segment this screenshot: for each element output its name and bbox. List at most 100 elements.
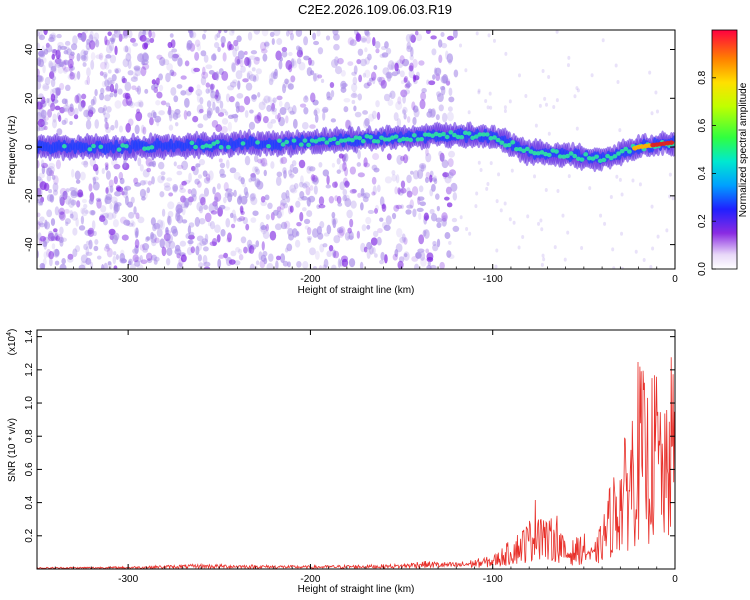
spectrum-speckle [200, 196, 206, 206]
spectrum-speckle [166, 177, 173, 182]
spectrum-speckle [37, 176, 42, 181]
spectrum-speckle [400, 180, 406, 189]
spectrum-speckle [251, 94, 257, 100]
spectrum-speckle [374, 40, 381, 49]
spectrum-speckle [196, 93, 201, 103]
spectrum-speckle [170, 71, 177, 77]
spectrum-speckle [180, 75, 187, 80]
spectrum-speckle [276, 95, 283, 101]
spectrum-speckle [322, 243, 328, 248]
spectrum-speckle [451, 217, 458, 223]
spectrum-speckle [196, 43, 202, 52]
spectrum-speckle [229, 81, 237, 88]
spectrum-speckle [358, 74, 363, 83]
spectrum-speckle [190, 188, 197, 198]
spectrum-speckle [151, 176, 155, 185]
spectrum-speckle [287, 261, 291, 268]
spectrum-speckle [215, 106, 220, 114]
spectrum-speckle [179, 240, 187, 247]
spectrum-speckle [37, 30, 41, 37]
spectrum-speckle [411, 101, 416, 111]
spectrum-speckle [612, 266, 616, 269]
spectrum-speckle [255, 260, 260, 266]
spectrum-speckle [92, 181, 100, 191]
spectrum-speckle [155, 100, 161, 106]
spectrum-speckle [288, 173, 295, 178]
spectrum-speckle [261, 241, 265, 251]
spectrum-speckle [287, 227, 294, 237]
spectrum-speckle [494, 264, 498, 269]
spectrum-speckle [242, 78, 249, 83]
spectrum-speckle [124, 185, 132, 191]
spectrum-speckle [180, 90, 187, 96]
spectrum-speckle [303, 95, 309, 103]
spectrum-speckle [357, 93, 363, 101]
spectrum-speckle [576, 88, 580, 93]
spectrum-speckle [208, 70, 215, 75]
spectrum-speckle [64, 117, 69, 124]
spectrum-speckle [406, 190, 413, 198]
ridge-core [572, 153, 578, 159]
ridge-core [433, 131, 439, 137]
spectrum-speckle [104, 79, 110, 88]
spectrum-speckle [403, 113, 407, 120]
spectrum-speckle [450, 182, 458, 192]
spectrum-speckle [408, 65, 414, 72]
spectrum-speckle [195, 163, 201, 168]
spectrum-speckle [104, 162, 109, 167]
spectrum-speckle [258, 251, 263, 261]
spectrum-speckle [379, 217, 384, 222]
spectrum-speckle [347, 235, 354, 240]
spectrum-speckle [336, 195, 342, 204]
ridge-core [98, 144, 104, 150]
spectrum-speckle [406, 41, 411, 50]
spectrum-speckle [344, 194, 350, 202]
spectrum-speckle [93, 32, 100, 41]
spectrum-speckle [99, 92, 105, 101]
spectrum-speckle [229, 30, 235, 36]
ridge-core [430, 133, 435, 138]
spectrum-speckle [85, 246, 90, 256]
spectrum-speckle [372, 230, 379, 238]
spectrum-speckle [39, 200, 43, 206]
spectrum-speckle [434, 67, 442, 77]
ridge-core [597, 158, 603, 164]
x-tick-label: -300 [118, 274, 138, 285]
spectrum-speckle [611, 247, 615, 252]
spectrum-speckle [387, 60, 395, 70]
ridge-core [404, 136, 410, 142]
spectrum-speckle [168, 109, 176, 119]
spectrum-speckle [402, 94, 406, 104]
spectrum-speckle [353, 65, 358, 75]
spectrum-speckle [342, 155, 347, 166]
spectrum-speckle [448, 87, 453, 96]
spectrum-speckle [312, 32, 317, 41]
spectrum-speckle [109, 92, 114, 98]
spectrum-speckle [351, 99, 356, 105]
spectrum-speckle [141, 60, 145, 66]
spectrum-speckle [556, 188, 560, 193]
spectrum-speckle [534, 123, 538, 128]
spectrum-speckle [83, 53, 89, 62]
spectrum-speckle [37, 118, 45, 128]
spectrum-speckle [418, 212, 422, 220]
spectrum-speckle [283, 169, 287, 179]
spectrum-speckle [484, 99, 488, 104]
spectrum-speckle [79, 171, 86, 181]
spectrum-speckle [254, 73, 259, 82]
spectrum-speckle [119, 253, 126, 262]
spectrum-speckle [48, 37, 55, 43]
spectrum-speckle [123, 219, 131, 226]
spectrum-speckle [105, 54, 112, 59]
spectrum-speckle [396, 227, 403, 238]
spectrum-speckle [258, 101, 266, 111]
spectrum-speckle [143, 179, 149, 185]
spectrum-speckle [173, 95, 179, 103]
spectrum-speckle [599, 213, 603, 218]
spectrum-speckle [384, 41, 389, 49]
ridge-core [193, 144, 198, 150]
spectrum-speckle [438, 54, 443, 64]
spectrum-speckle [157, 175, 165, 184]
spectrum-speckle [144, 88, 149, 94]
spectrum-speckle [107, 261, 112, 266]
